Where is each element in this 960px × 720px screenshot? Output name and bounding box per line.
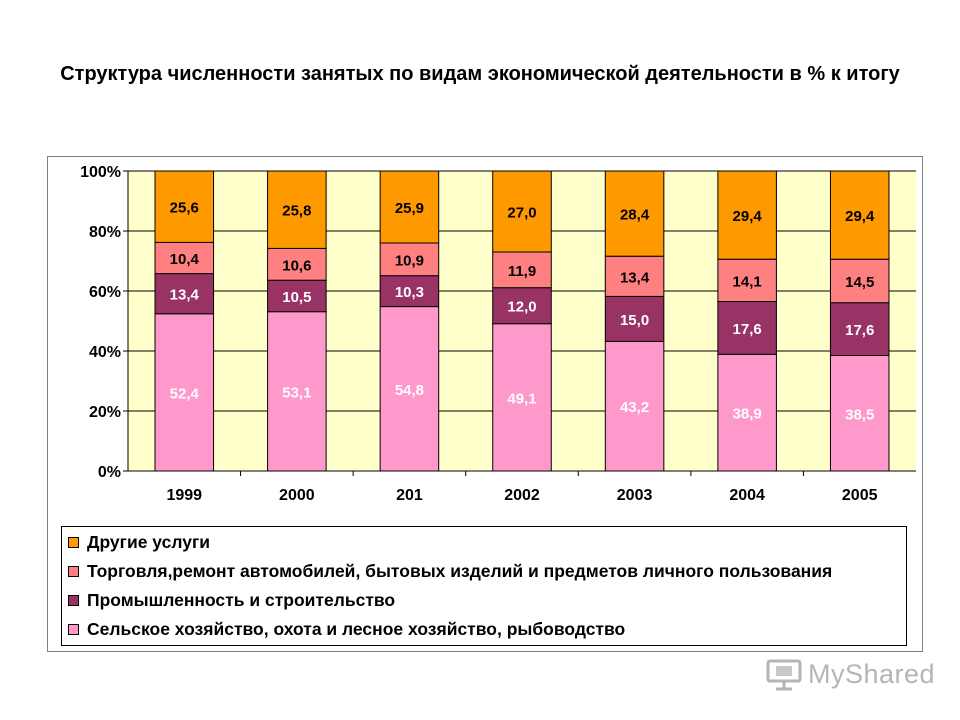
y-tick-label: 80% [89,224,121,241]
legend-swatch-agriculture [68,623,79,635]
data-label: 10,5 [282,289,311,306]
data-label: 28,4 [620,207,650,224]
watermark-text: MyShared [808,658,936,689]
legend-item-industry: Промышленность и строительство [68,589,395,611]
legend-swatch-other-services [68,536,79,548]
data-label: 53,1 [282,384,311,401]
data-label: 10,9 [395,252,424,269]
data-label: 17,6 [733,321,762,338]
y-tick-label: 0% [98,464,121,481]
data-label: 11,9 [508,263,536,280]
data-label: 38,5 [845,406,874,423]
y-tick-label: 100% [80,164,121,181]
bar-segment [492,170,552,253]
bar-segment [829,170,890,260]
data-label: 13,4 [620,269,650,286]
x-tick-label: 2005 [842,487,878,504]
chart-title: Структура численности занятых по видам э… [60,63,900,85]
bar-segment [267,311,327,472]
data-label: 25,8 [282,203,311,220]
data-label: 54,8 [395,382,424,399]
bar-segment [492,287,552,325]
legend-label-industry: Промышленность и строительство [87,589,396,610]
bar-segment [267,170,327,249]
bar-segment [379,275,440,308]
legend-swatch-trade [68,565,79,577]
bar-segment [604,255,665,297]
data-label: 38,9 [733,406,762,423]
bar-segment [267,279,327,313]
y-tick-label: 40% [89,344,121,361]
data-label: 13,4 [170,287,200,304]
data-label: 14,1 [733,273,762,290]
data-label: 15,0 [620,312,649,329]
bar-segment [379,242,440,277]
legend-label-other-services: Другие услуги [87,531,210,552]
legend-item-trade: Торговля,ремонт автомобилей, бытовых изд… [68,560,832,582]
data-label: 49,1 [507,390,536,407]
bar-segment [154,313,215,472]
bar-segment [829,258,890,304]
bar-segment [829,302,890,357]
watermark-logo: MyShared [766,656,935,692]
bar-segment [267,247,327,281]
data-label: 27,0 [507,205,536,222]
legend: Другие услуги Торговля,ремонт автомобиле… [61,526,907,646]
data-label: 12,0 [507,299,536,316]
data-label: 14,5 [845,274,874,291]
x-tick-label: 2004 [729,487,765,504]
bar-segment [829,355,890,472]
bar-segment [492,251,552,289]
legend-label-agriculture: Сельское хозяйство, охота и лесное хозяй… [87,618,626,639]
y-tick-label: 60% [89,284,121,301]
data-label: 10,3 [395,284,424,301]
bar-segment [717,170,777,260]
legend-label-trade: Торговля,ремонт автомобилей, бытовых изд… [87,560,833,581]
bar-segment [604,340,665,472]
bar-segment [492,323,552,472]
legend-item-other-services: Другие услуги [68,531,210,553]
bar-segment [154,273,215,315]
data-label: 17,6 [845,322,874,339]
data-label: 43,2 [620,399,649,416]
legend-item-agriculture: Сельское хозяйство, охота и лесное хозяй… [68,618,625,640]
data-label: 25,6 [170,200,199,217]
bar-segment [604,295,665,342]
data-label: 52,4 [170,385,200,402]
bar-segment [154,170,215,243]
data-label: 29,4 [733,208,763,225]
x-tick-label: 1999 [166,487,202,504]
x-tick-label: 2003 [617,487,653,504]
bar-segment [604,170,665,257]
data-label: 25,9 [395,200,424,217]
bar-segment [154,241,215,275]
x-tick-label: 2000 [279,487,315,504]
x-tick-label: 2002 [504,487,540,504]
data-label: 10,6 [282,257,311,274]
x-tick-label: 201 [396,487,423,504]
legend-swatch-industry [68,594,79,606]
data-label: 10,4 [170,251,200,268]
bar-segment [717,353,777,472]
presentation-board-icon [766,659,802,691]
bar-segment [379,170,440,244]
bar-segment [379,306,440,472]
y-tick-label: 20% [89,404,121,421]
data-label: 29,4 [845,208,875,225]
